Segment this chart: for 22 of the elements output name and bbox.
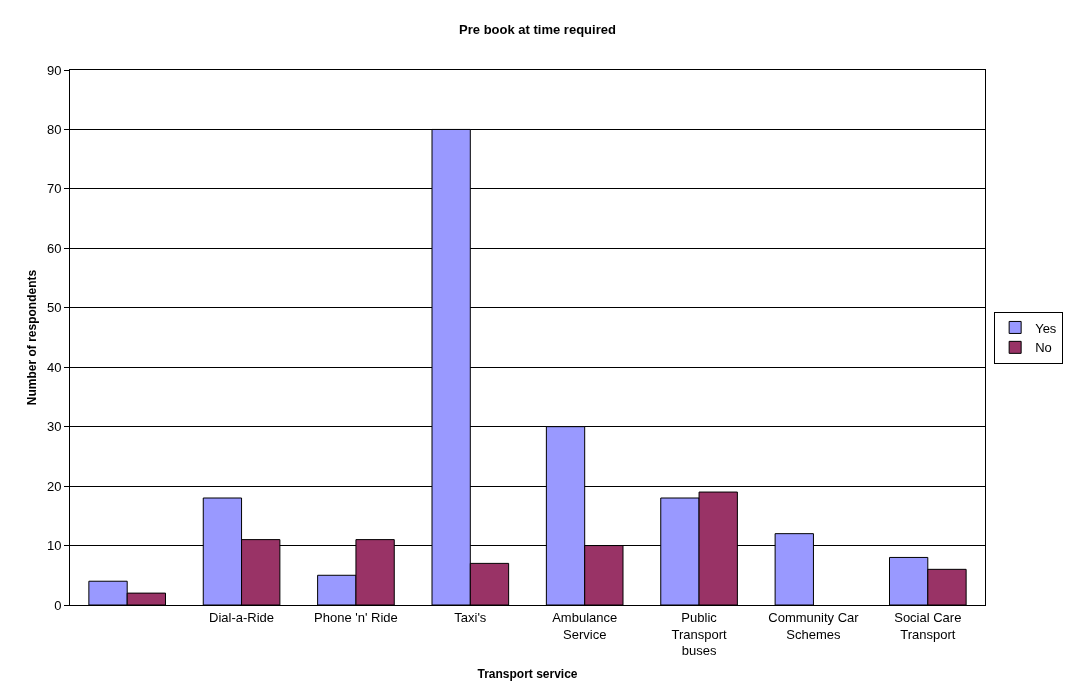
x-tick-label: Community Car Schemes <box>768 609 860 642</box>
y-tick-label: 70 <box>46 181 62 197</box>
y-tick-label: 90 <box>46 62 62 78</box>
y-tick-label: 10 <box>46 538 62 554</box>
x-tick-label: Taxi's <box>454 609 487 625</box>
x-tick-label: Public Transport buses <box>671 609 728 659</box>
y-tick-label: 60 <box>46 240 62 256</box>
y-tick-label: 80 <box>46 121 62 137</box>
x-tick-label: Phone 'n' Ride <box>314 609 398 625</box>
y-tick-label: 0 <box>54 597 62 613</box>
y-tick-label: 40 <box>46 359 62 375</box>
y-axis-title: Number of respondents <box>25 269 39 406</box>
y-tick-label: 20 <box>46 478 62 494</box>
legend-label: No <box>1035 340 1052 356</box>
x-tick-label: Dial-a-Ride <box>209 609 275 625</box>
legend-label: Yes <box>1035 320 1057 336</box>
x-axis-title: Transport service <box>477 667 578 682</box>
x-tick-label: Social Care Transport <box>894 609 962 642</box>
x-tick-label: Ambulance Service <box>552 609 618 642</box>
y-tick-label: 50 <box>46 300 62 316</box>
chart-title: Pre book at time required <box>459 21 616 37</box>
y-tick-label: 30 <box>46 419 62 435</box>
